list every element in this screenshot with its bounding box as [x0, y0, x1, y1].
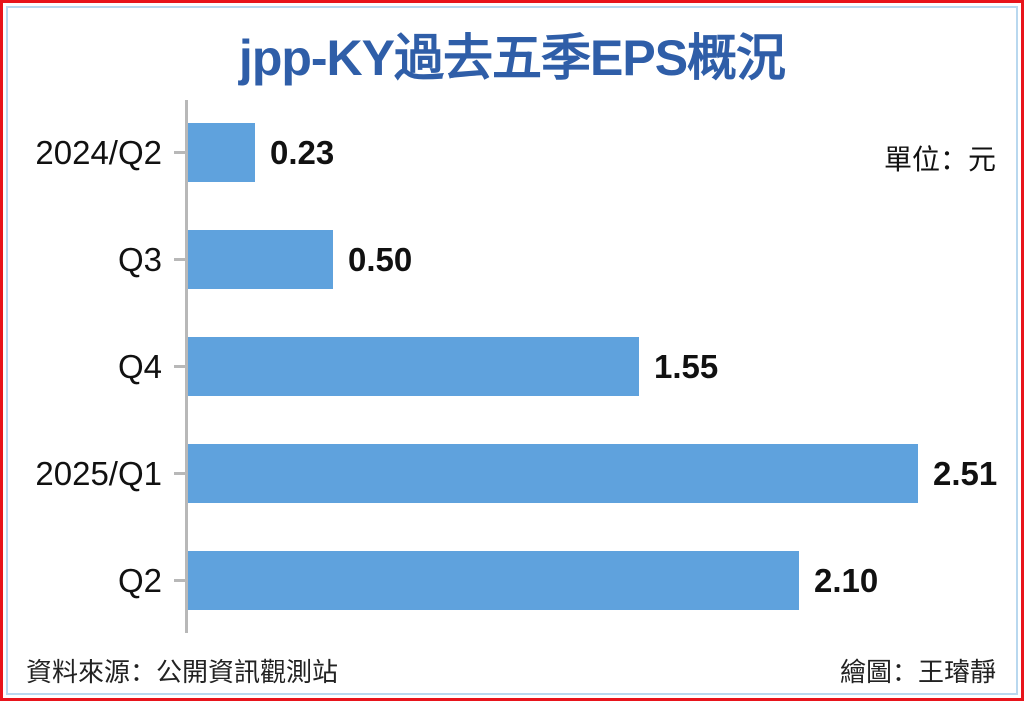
- axis-tick: [174, 472, 185, 475]
- eps-bar: [188, 337, 639, 396]
- graphic-credit: 繪圖：王璿靜: [839, 658, 996, 688]
- eps-bar: [188, 123, 255, 182]
- category-label: Q4: [117, 348, 162, 385]
- axis-tick: [174, 258, 185, 261]
- eps-bar: [188, 444, 918, 503]
- bar-row: Q2 2.10: [0, 551, 1024, 610]
- inner-border: [6, 6, 1018, 695]
- value-label: 1.55: [654, 348, 719, 385]
- eps-bar: [188, 551, 799, 610]
- bar-row: Q3 0.50: [0, 230, 1024, 289]
- bar-row: 2024/Q2 0.23: [0, 123, 1024, 182]
- axis-tick: [174, 579, 185, 582]
- category-label: Q2: [117, 562, 162, 599]
- value-label: 2.51: [933, 455, 998, 492]
- eps-bar: [188, 230, 333, 289]
- axis-tick: [174, 151, 185, 154]
- axis-tick: [174, 365, 185, 368]
- value-label: 0.23: [270, 134, 335, 171]
- unit-label: 單位：元: [883, 143, 996, 176]
- category-label: 2025/Q1: [35, 455, 162, 492]
- category-label: Q3: [117, 241, 162, 278]
- data-source: 資料來源：公開資訊觀測站: [26, 658, 339, 688]
- chart-title: jpp-KY過去五季EPS概況: [238, 30, 786, 86]
- value-label: 2.10: [814, 562, 879, 599]
- category-label: 2024/Q2: [35, 134, 162, 171]
- bar-row: 2025/Q1 2.51: [0, 444, 1024, 503]
- y-axis-line: [185, 100, 188, 633]
- value-label: 0.50: [348, 241, 413, 278]
- bar-row: Q4 1.55: [0, 337, 1024, 396]
